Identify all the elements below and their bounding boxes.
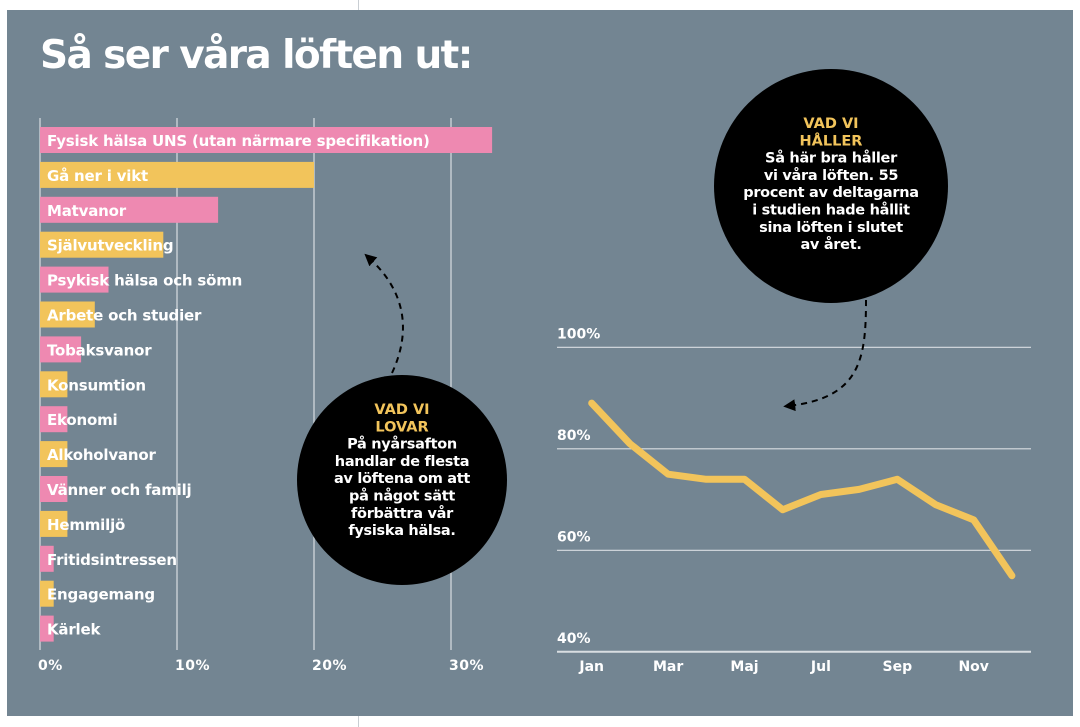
bar-category-label: Fysisk hälsa UNS (utan närmare specifika… xyxy=(47,132,430,150)
bar-chart: Fysisk hälsa UNS (utan närmare specifika… xyxy=(38,118,493,674)
bar-x-tick-label: 0% xyxy=(38,658,63,674)
bar-category-label: Matvanor xyxy=(47,202,127,220)
fold-mark-top xyxy=(358,0,359,10)
bar xyxy=(40,441,68,468)
line-x-tick-label: Nov xyxy=(958,659,988,675)
bar xyxy=(40,406,68,433)
bar xyxy=(40,510,68,537)
bar-x-tick-label: 10% xyxy=(175,658,210,674)
line-y-tick-label: 80% xyxy=(557,428,591,444)
bar-category-label: Konsumtion xyxy=(47,376,146,394)
bubble-heading: VAD VI xyxy=(803,116,858,132)
bar-category-label: Fritidsintressen xyxy=(47,551,177,569)
bubble-body-line: förbättra vår xyxy=(351,505,454,522)
bar-category-label: Engagemang xyxy=(47,586,155,604)
bar xyxy=(40,371,68,398)
bar xyxy=(40,545,54,572)
bubble-body-line: sina löften i slutet xyxy=(759,220,903,236)
bar xyxy=(40,615,54,642)
bubble-circle xyxy=(714,69,948,303)
bubble-heading: VAD VI xyxy=(374,402,429,418)
bar-category-label: Arbete och studier xyxy=(47,307,202,325)
line-y-tick-label: 40% xyxy=(557,631,591,647)
bar xyxy=(40,301,95,328)
bar xyxy=(40,196,219,223)
bar xyxy=(40,476,68,502)
bar-chart-labels: Fysisk hälsa UNS (utan närmare specifika… xyxy=(47,132,430,639)
bar xyxy=(40,266,109,293)
bar xyxy=(40,127,493,153)
bubble-body-line: fysiska hälsa. xyxy=(348,523,455,539)
bar-chart-bars xyxy=(40,127,493,642)
bar xyxy=(40,231,164,258)
bubble-body-line: av året. xyxy=(800,236,861,253)
line-series-path xyxy=(588,399,1016,580)
bar xyxy=(40,336,82,363)
bubble-body-line: i studien hade hållit xyxy=(752,202,910,219)
line-chart-series xyxy=(588,399,1016,580)
bar-category-label: Alkoholvanor xyxy=(47,446,156,464)
line-chart-x-tick-labels: Jan Mar Maj Jul Sep Nov xyxy=(578,659,989,675)
page-title: Så ser våra löften ut: xyxy=(40,33,473,78)
bar-chart-tick-labels: 0% 10% 20% 30% xyxy=(38,658,484,674)
bubble-circle xyxy=(297,375,507,585)
line-x-tick-label: Sep xyxy=(882,659,912,675)
bubble-heading: LOVAR xyxy=(375,419,428,435)
bar-category-label: Psykisk hälsa och sömn xyxy=(47,272,242,290)
line-x-tick-label: Jan xyxy=(578,659,604,675)
bar xyxy=(40,161,314,188)
fold-mark-bottom xyxy=(358,716,359,727)
keep-arrow xyxy=(783,299,867,412)
bubble-body-line: På nyårsafton xyxy=(347,436,457,453)
bar-category-label: Kärlek xyxy=(47,621,101,639)
bar-category-label: Vänner och familj xyxy=(47,481,191,499)
bar-category-label: Självutveckling xyxy=(47,237,173,255)
bar-category-label: Hemmiljö xyxy=(47,516,125,534)
line-x-tick-label: Jul xyxy=(810,659,831,675)
line-y-tick-label: 100% xyxy=(557,326,600,342)
line-chart: 100% 80% 60% 40% Jan Mar Maj Jul Sep Nov xyxy=(557,326,1031,675)
bubble-heading: HÅLLER xyxy=(800,132,863,149)
promise-arrow xyxy=(364,253,404,374)
line-chart-gridlines xyxy=(557,346,1031,653)
line-x-tick-label: Maj xyxy=(730,659,758,675)
bar-category-label: Tobaksvanor xyxy=(47,341,152,359)
bar xyxy=(40,580,54,607)
line-y-tick-label: 60% xyxy=(557,529,591,545)
line-chart-y-tick-labels: 100% 80% 60% 40% xyxy=(557,326,600,647)
bar-category-label: Gå ner i vikt xyxy=(47,167,148,185)
bar-x-tick-label: 20% xyxy=(312,658,347,674)
bar-category-label: Ekonomi xyxy=(47,411,117,429)
line-x-tick-label: Mar xyxy=(653,659,683,675)
bubble-body-line: procent av deltagarna xyxy=(743,185,919,201)
bubble-body-line: Så här bra håller xyxy=(765,150,898,167)
bubble-body-line: av löftena om att xyxy=(334,471,470,487)
bar-x-tick-label: 30% xyxy=(449,658,484,674)
bubble-body-line: vi våra löften. 55 xyxy=(764,167,899,184)
bubble-body-line: handlar de flesta xyxy=(335,454,469,470)
bubble-body-line: på något sätt xyxy=(349,488,455,505)
